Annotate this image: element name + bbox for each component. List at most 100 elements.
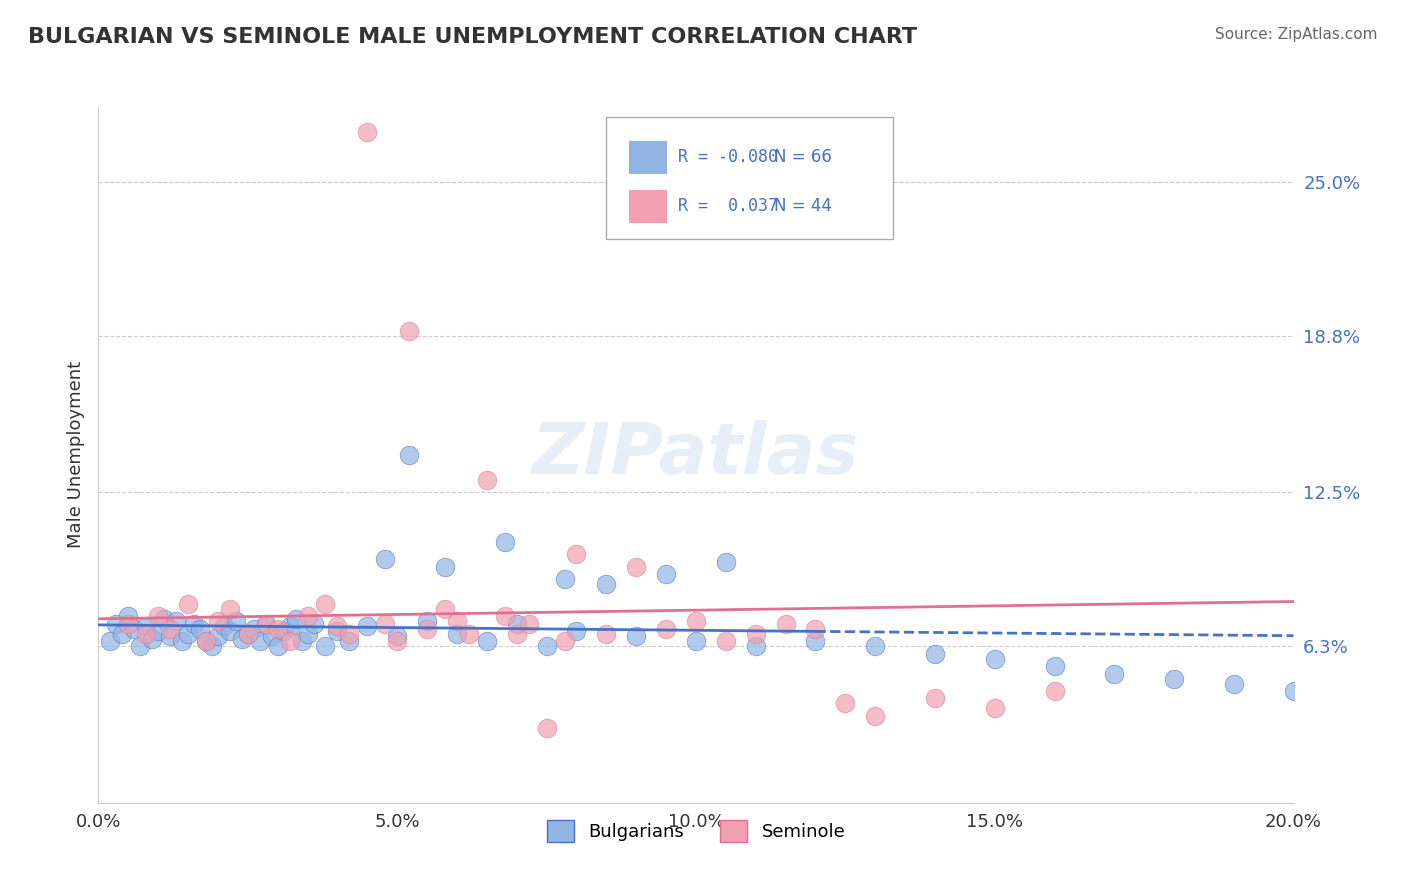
Point bbox=[714, 634, 737, 648]
Point bbox=[506, 627, 529, 641]
Point bbox=[446, 615, 468, 629]
Point bbox=[536, 639, 558, 653]
Point bbox=[117, 609, 139, 624]
Point bbox=[254, 616, 277, 631]
Point bbox=[129, 639, 152, 653]
Point bbox=[225, 615, 247, 629]
Point bbox=[135, 627, 157, 641]
Point bbox=[804, 622, 827, 636]
Legend: Bulgarians, Seminole: Bulgarians, Seminole bbox=[540, 813, 852, 849]
Point bbox=[416, 615, 439, 629]
Point bbox=[565, 547, 588, 561]
Text: Source: ZipAtlas.com: Source: ZipAtlas.com bbox=[1215, 27, 1378, 42]
Point bbox=[291, 634, 314, 648]
Point bbox=[141, 632, 163, 646]
Point bbox=[124, 622, 146, 636]
Point bbox=[398, 324, 420, 338]
Point bbox=[745, 639, 768, 653]
Point bbox=[111, 627, 134, 641]
Point bbox=[98, 634, 122, 648]
Point bbox=[315, 597, 337, 611]
Y-axis label: Male Unemployment: Male Unemployment bbox=[66, 361, 84, 549]
Point bbox=[517, 616, 540, 631]
FancyBboxPatch shape bbox=[606, 118, 893, 239]
Point bbox=[398, 448, 420, 462]
Point bbox=[195, 634, 218, 648]
Point bbox=[326, 624, 349, 639]
Point bbox=[278, 619, 301, 633]
Point bbox=[297, 627, 319, 641]
Point bbox=[834, 697, 856, 711]
Point bbox=[595, 577, 617, 591]
Point bbox=[595, 627, 617, 641]
Point bbox=[714, 555, 737, 569]
FancyBboxPatch shape bbox=[628, 141, 668, 174]
Point bbox=[506, 616, 529, 631]
Point bbox=[177, 627, 200, 641]
Point bbox=[745, 627, 768, 641]
Point bbox=[416, 622, 439, 636]
Point bbox=[315, 639, 337, 653]
Point bbox=[212, 619, 235, 633]
Point bbox=[356, 619, 378, 633]
Point bbox=[458, 627, 481, 641]
Point bbox=[302, 616, 325, 631]
Point bbox=[685, 615, 707, 629]
Point bbox=[339, 627, 361, 641]
Point bbox=[1163, 672, 1185, 686]
Point bbox=[565, 624, 588, 639]
Point bbox=[385, 629, 409, 643]
Point bbox=[243, 622, 266, 636]
Point bbox=[236, 627, 259, 641]
Point bbox=[219, 624, 242, 639]
Text: N = 44: N = 44 bbox=[773, 197, 831, 215]
Point bbox=[494, 534, 516, 549]
Point bbox=[804, 634, 827, 648]
Point bbox=[984, 651, 1007, 665]
Point bbox=[984, 701, 1007, 715]
Point bbox=[434, 559, 457, 574]
Point bbox=[117, 616, 139, 631]
Point bbox=[434, 602, 457, 616]
Point bbox=[172, 634, 194, 648]
Point bbox=[195, 634, 218, 648]
Point bbox=[207, 629, 229, 643]
Point bbox=[446, 627, 468, 641]
Point bbox=[475, 634, 498, 648]
Point bbox=[231, 632, 253, 646]
FancyBboxPatch shape bbox=[628, 190, 668, 222]
Point bbox=[105, 616, 128, 631]
Point bbox=[165, 615, 187, 629]
Point bbox=[236, 627, 259, 641]
Text: BULGARIAN VS SEMINOLE MALE UNEMPLOYMENT CORRELATION CHART: BULGARIAN VS SEMINOLE MALE UNEMPLOYMENT … bbox=[28, 27, 917, 46]
Point bbox=[260, 629, 283, 643]
Text: ZIPatlas: ZIPatlas bbox=[533, 420, 859, 490]
Text: R = -0.080: R = -0.080 bbox=[678, 148, 778, 166]
Point bbox=[207, 615, 229, 629]
Point bbox=[183, 616, 205, 631]
Point bbox=[1043, 659, 1066, 673]
Point bbox=[554, 634, 576, 648]
Point bbox=[554, 572, 576, 586]
Point bbox=[865, 708, 887, 723]
Point bbox=[1223, 676, 1246, 690]
Point bbox=[254, 616, 277, 631]
Point bbox=[655, 567, 678, 582]
Point bbox=[626, 629, 648, 643]
Point bbox=[924, 647, 946, 661]
Point bbox=[284, 612, 307, 626]
Text: N = 66: N = 66 bbox=[773, 148, 831, 166]
Point bbox=[1104, 666, 1126, 681]
Point bbox=[374, 616, 396, 631]
Point bbox=[159, 629, 181, 643]
Point bbox=[297, 609, 319, 624]
Point bbox=[267, 622, 290, 636]
Point bbox=[374, 552, 396, 566]
Point bbox=[626, 559, 648, 574]
Point bbox=[1282, 684, 1305, 698]
Point bbox=[153, 612, 176, 626]
Point bbox=[267, 639, 290, 653]
Point bbox=[249, 634, 271, 648]
Point bbox=[1043, 684, 1066, 698]
Point bbox=[188, 622, 211, 636]
